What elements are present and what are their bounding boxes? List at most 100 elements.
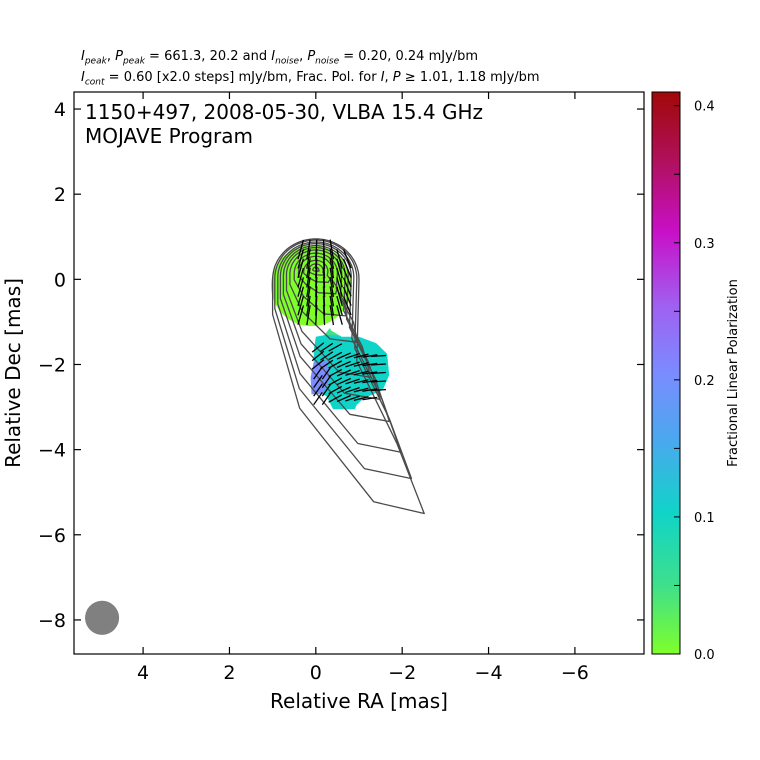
evpa-tick bbox=[345, 378, 360, 385]
evpa-tick bbox=[322, 305, 326, 326]
y-axis-label: Relative Dec [mas] bbox=[1, 278, 25, 468]
evpa-tick bbox=[353, 362, 369, 367]
evpa-tick bbox=[320, 359, 334, 370]
evpa-tick bbox=[328, 377, 343, 386]
evpa-tick bbox=[329, 258, 335, 279]
evpa-tick bbox=[345, 361, 360, 368]
evpa-tick bbox=[297, 295, 305, 316]
contour-info: 0.60 [x2.0 steps] mJy/bm, Frac. Pol. for bbox=[123, 70, 377, 85]
and-word: and bbox=[242, 49, 268, 64]
x-tick-label: 4 bbox=[137, 662, 149, 684]
evpa-tick bbox=[342, 268, 352, 288]
x-tick-label: 0 bbox=[310, 662, 322, 684]
header-line-2: Icont = 0.60 [x2.0 steps] mJy/bm, Frac. … bbox=[81, 70, 540, 88]
evpa-tick bbox=[313, 392, 323, 406]
evpa-tick bbox=[328, 385, 343, 395]
evpa-tick bbox=[306, 258, 311, 279]
evpa-tick bbox=[328, 368, 343, 378]
x-tick-label: −4 bbox=[475, 662, 503, 684]
evpa-tick bbox=[336, 249, 343, 269]
x-axis-label: Relative RA [mas] bbox=[270, 689, 448, 713]
evpa-tick bbox=[362, 362, 378, 367]
evpa-tick bbox=[328, 343, 343, 352]
evpa-tick bbox=[328, 394, 343, 403]
evpa-tick bbox=[311, 359, 325, 370]
y-tick-label: 4 bbox=[54, 99, 66, 121]
evpa-tick bbox=[328, 351, 343, 361]
y-tick-label: 0 bbox=[54, 269, 66, 291]
evpa-tick bbox=[306, 248, 311, 269]
evpa-tick bbox=[329, 267, 335, 288]
evpa-tick bbox=[336, 295, 343, 316]
colorbar-ticks: 0.0 0.1 0.2 0.3 0.4 bbox=[674, 100, 715, 663]
evpa-tick bbox=[345, 387, 360, 394]
evpa-tick bbox=[297, 239, 305, 260]
evpa-tick bbox=[342, 258, 352, 278]
evpa-tick bbox=[306, 286, 311, 307]
thresholds: 1.01, 1.18 mJy/bm bbox=[419, 70, 540, 85]
evpa-tick bbox=[320, 342, 334, 353]
evpa-tick bbox=[329, 239, 335, 260]
evpa-tick bbox=[336, 258, 343, 279]
intensity-contour bbox=[277, 241, 402, 453]
evpa-tick bbox=[336, 267, 343, 288]
evpa-tick bbox=[329, 248, 335, 269]
evpa-tick bbox=[353, 387, 369, 393]
evpa-tick bbox=[306, 277, 311, 297]
evpa-tick bbox=[321, 374, 332, 389]
colorbar-tick-label: 0.1 bbox=[694, 511, 715, 526]
evpa-tick bbox=[321, 383, 332, 397]
evpa-tick bbox=[362, 396, 378, 401]
evpa-tick bbox=[336, 352, 352, 360]
evpa-tick bbox=[313, 374, 323, 389]
evpa-tick bbox=[342, 296, 352, 316]
evpa-tick bbox=[362, 379, 378, 384]
evpa-tick bbox=[370, 371, 386, 375]
evpa-tick bbox=[297, 258, 305, 279]
y-tick-label: −2 bbox=[38, 354, 66, 376]
evpa-tick bbox=[306, 267, 311, 288]
evpa-tick bbox=[297, 277, 305, 297]
intensity-contour bbox=[279, 242, 391, 423]
evpa-tick bbox=[329, 295, 335, 316]
evpa-tick bbox=[329, 286, 335, 307]
colorbar-tick-label: 0.0 bbox=[694, 648, 715, 663]
evpa-tick bbox=[336, 394, 352, 403]
colorbar bbox=[651, 91, 681, 655]
colorbar-tick-label: 0.2 bbox=[694, 374, 715, 389]
evpa-tick bbox=[311, 350, 325, 362]
evpa-tick bbox=[321, 392, 332, 406]
evpa-tick bbox=[329, 305, 335, 326]
evpa-tick bbox=[306, 295, 311, 316]
evpa-tick bbox=[336, 277, 343, 297]
evpa-tick bbox=[297, 286, 305, 307]
y-tick-label: 2 bbox=[54, 184, 66, 206]
evpa-tick bbox=[315, 305, 318, 326]
evpa-tick bbox=[345, 369, 360, 377]
colorbar-tick-label: 0.4 bbox=[694, 100, 715, 115]
plot-frame bbox=[73, 91, 645, 655]
evpa-tick bbox=[370, 388, 386, 392]
evpa-tick bbox=[370, 354, 386, 358]
evpa-tick bbox=[353, 396, 369, 401]
beam-ellipse bbox=[85, 600, 120, 635]
peak-values: 661.3, 20.2 bbox=[164, 49, 239, 64]
plot-title: 1150+497, 2008-05-30, VLBA 15.4 GHz bbox=[85, 100, 483, 124]
evpa-tick bbox=[342, 286, 352, 306]
evpa-tick bbox=[353, 370, 369, 376]
evpa-tick bbox=[345, 352, 360, 359]
plot-subtitle: MOJAVE Program bbox=[85, 124, 254, 148]
evpa-tick bbox=[321, 366, 332, 380]
evpa-tick bbox=[297, 305, 305, 325]
evpa-tick bbox=[342, 277, 352, 297]
evpa-tick bbox=[370, 363, 386, 366]
evpa-tick bbox=[329, 277, 335, 297]
evpa-tick bbox=[336, 305, 343, 325]
evpa-tick bbox=[362, 388, 378, 392]
evpa-tick bbox=[336, 386, 352, 394]
evpa-tick bbox=[311, 342, 325, 353]
intensity-contour bbox=[303, 259, 331, 283]
evpa-tick bbox=[342, 249, 352, 269]
evpa-tick bbox=[313, 383, 323, 397]
